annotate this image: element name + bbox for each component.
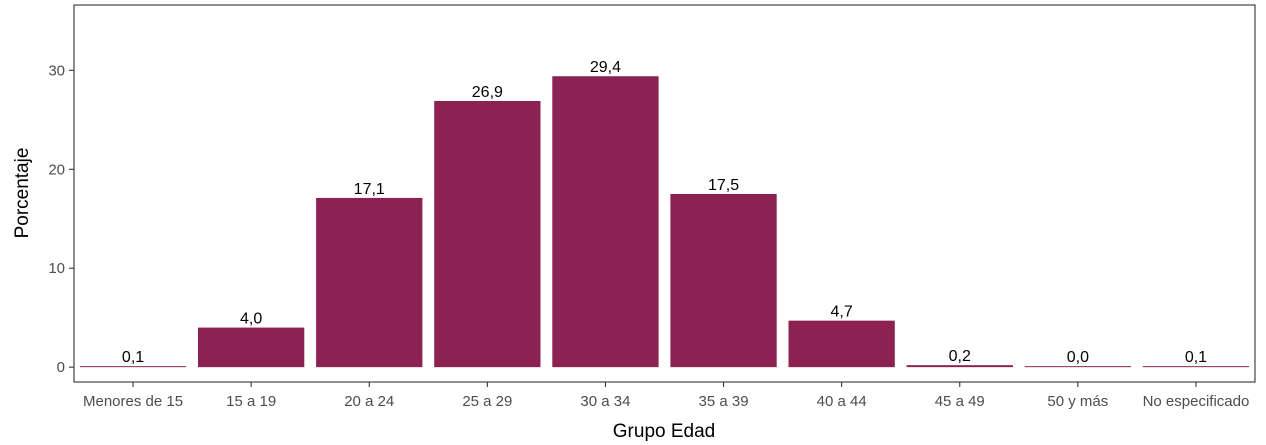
data-label: 29,4 bbox=[590, 59, 621, 76]
y-tick-label: 30 bbox=[48, 62, 65, 79]
data-label: 17,5 bbox=[708, 177, 739, 194]
x-tick-label: 30 a 34 bbox=[580, 393, 630, 410]
bar bbox=[316, 197, 423, 368]
bar bbox=[552, 76, 659, 368]
bar bbox=[906, 365, 1013, 368]
data-label: 4,7 bbox=[831, 304, 853, 321]
x-tick-label: 15 a 19 bbox=[226, 393, 276, 410]
x-axis-title: Grupo Edad bbox=[613, 421, 715, 442]
bar bbox=[434, 100, 541, 368]
x-tick-label: No especificado bbox=[1143, 393, 1250, 410]
bar bbox=[198, 327, 305, 368]
x-tick-label: 35 a 39 bbox=[699, 393, 749, 410]
y-axis-title: Porcentaje bbox=[12, 148, 33, 239]
x-tick-label: 25 a 29 bbox=[462, 393, 512, 410]
x-tick-label: 20 a 24 bbox=[344, 393, 394, 410]
x-axis-ticks: Menores de 15 15 a 19 20 a 24 25 a 29 30 a 3… bbox=[83, 382, 1249, 410]
data-label: 0,0 bbox=[1067, 349, 1089, 366]
x-tick-label: 40 a 44 bbox=[817, 393, 867, 410]
bars bbox=[79, 76, 1250, 368]
bar bbox=[670, 193, 777, 368]
data-label: 26,9 bbox=[472, 84, 503, 101]
x-tick-label: 50 y más bbox=[1047, 393, 1108, 410]
data-label: 17,1 bbox=[354, 181, 385, 198]
data-label: 0,2 bbox=[949, 348, 971, 365]
x-tick-label: 45 a 49 bbox=[935, 393, 985, 410]
panel-border bbox=[73, 4, 1256, 383]
y-tick-label: 0 bbox=[57, 359, 65, 376]
bar bbox=[788, 320, 895, 368]
data-label: 0,1 bbox=[122, 349, 144, 366]
bar bbox=[79, 366, 187, 368]
bar bbox=[1024, 366, 1131, 368]
x-tick-label: Menores de 15 bbox=[83, 393, 183, 410]
data-label: 4,0 bbox=[240, 311, 262, 328]
y-axis-ticks: 0 10 20 30 bbox=[48, 62, 74, 376]
y-tick-label: 20 bbox=[48, 161, 65, 178]
y-tick-label: 10 bbox=[48, 260, 65, 277]
bar bbox=[1142, 366, 1250, 368]
data-label: 0,1 bbox=[1185, 349, 1207, 366]
data-labels: 0,1 4,0 17,1 26,9 29,4 17,5 4,7 0,2 0,0 0,1 bbox=[122, 59, 1207, 366]
